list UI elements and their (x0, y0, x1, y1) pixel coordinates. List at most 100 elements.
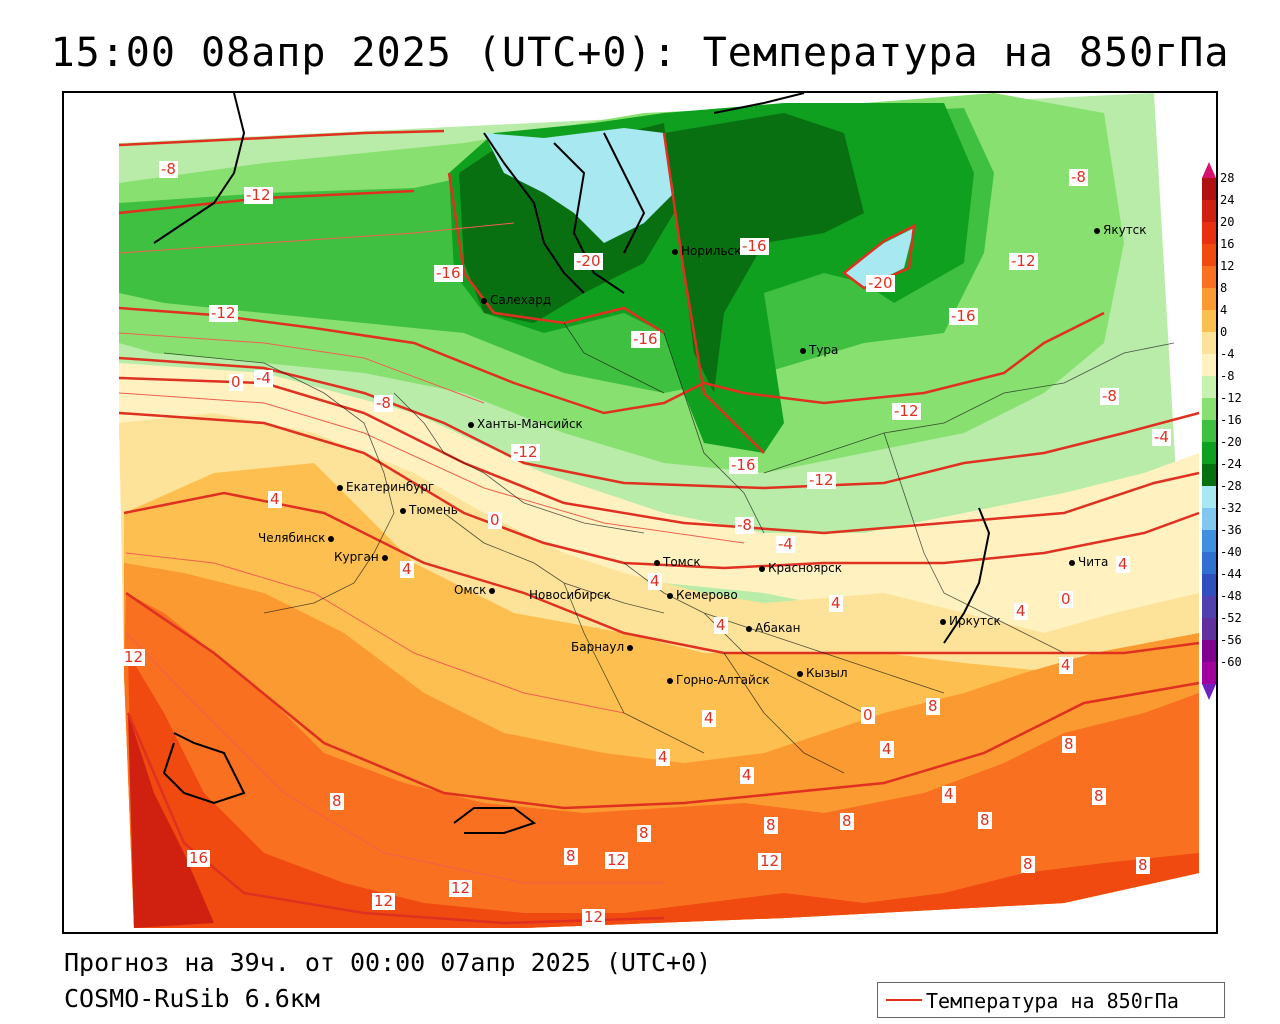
colorbar-swatch (1202, 574, 1216, 596)
colorbar-tick-label: -40 (1220, 545, 1242, 559)
contour-label: 4 (1116, 555, 1130, 573)
color-scale: 28 24 20 16 12 8 4 0 -4 -8 -12 -16 -20 -24 -28 -32 -36 -4… (1200, 160, 1280, 700)
contour-label: -8 (374, 394, 393, 412)
contour-label: 4 (702, 709, 716, 727)
contour-label: 8 (637, 824, 651, 842)
city-kurgan: Курган (334, 550, 391, 564)
city-salekhard: Салехард (481, 293, 551, 307)
contour-label: 8 (926, 697, 940, 715)
map-title: 15:00 08апр 2025 (UTC+0): Температура на… (50, 30, 1230, 76)
colorbar-swatch (1202, 640, 1216, 662)
contour-label: -16 (729, 456, 758, 474)
contour-label: -4 (1152, 428, 1171, 446)
contour-label: 4 (1059, 656, 1073, 674)
contour-label: 16 (187, 849, 211, 867)
forecast-info: Прогноз на 39ч. от 00:00 07апр 2025 (UTC… (64, 948, 712, 977)
colorbar-tick-label: -36 (1220, 523, 1242, 537)
colorbar-swatch (1202, 222, 1216, 244)
colorbar-swatch (1202, 618, 1216, 640)
legend-line-swatch (886, 999, 922, 1001)
city-omsk: Омск (454, 583, 498, 597)
colorbar-swatch (1202, 508, 1216, 530)
city-ekaterinburg: Екатеринбург (337, 480, 434, 494)
contour-label: 0 (229, 373, 243, 391)
city-abakan: Абакан (746, 621, 800, 635)
colorbar-swatch (1202, 530, 1216, 552)
colorbar-tick-label: -12 (1220, 391, 1242, 405)
contour-label: -12 (209, 304, 238, 322)
model-info: COSMO-RuSib 6.6км (64, 984, 320, 1013)
contour-label: 4 (268, 490, 282, 508)
colorbar-top-arrow (1202, 162, 1216, 178)
colorbar-tick-label: -16 (1220, 413, 1242, 427)
contour-label: 12 (449, 879, 473, 897)
city-yakutsk: Якутск (1094, 223, 1147, 237)
city-kemerovo: Кемерово (667, 588, 738, 602)
colorbar-swatch (1202, 662, 1216, 684)
contour-label: 4 (880, 740, 894, 758)
colorbar-tick-label: -32 (1220, 501, 1242, 515)
contour-label: 4 (740, 766, 754, 784)
colorbar-tick-label: 28 (1220, 171, 1234, 185)
colorbar-tick-label: -28 (1220, 479, 1242, 493)
colorbar-tick-label: -20 (1220, 435, 1242, 449)
contour-label: 4 (829, 594, 843, 612)
contour-label: 0 (488, 511, 502, 529)
contour-label: 8 (564, 847, 578, 865)
legend-label: Температура на 850гПа (926, 989, 1179, 1013)
colorbar-swatch (1202, 398, 1216, 420)
contour-label: -16 (740, 237, 769, 255)
colorbar-tick-label: -60 (1220, 655, 1242, 669)
contour-label: 4 (714, 616, 728, 634)
colorbar-tick-label: -8 (1220, 369, 1234, 383)
city-kyzyl: Кызыл (797, 666, 848, 680)
city-tyumen: Тюмень (400, 503, 458, 517)
city-krasnoyarsk: Красноярск (759, 561, 842, 575)
contour-label: 8 (1092, 787, 1106, 805)
colorbar-swatch (1202, 354, 1216, 376)
city-chelyabinsk: Челябинск (258, 531, 337, 545)
temperature-map[interactable]: Якутск Норильск Салехард Тура Ханты-Манс… (62, 91, 1218, 934)
map-field (118, 93, 1200, 928)
contour-label: 12 (582, 908, 606, 926)
city-gorno-altaysk: Горно-Алтайск (667, 673, 770, 687)
contour-label: 4 (656, 748, 670, 766)
city-khanty-mansiysk: Ханты-Мансийск (468, 417, 583, 431)
contour-label: -8 (1100, 387, 1119, 405)
city-tomsk: Томск (654, 555, 701, 569)
colorbar-swatch (1202, 486, 1216, 508)
contour-label: 12 (605, 851, 629, 869)
contour-label: 8 (1062, 735, 1076, 753)
colorbar-swatch (1202, 332, 1216, 354)
contour-label: -4 (776, 535, 795, 553)
colorbar-swatch (1202, 376, 1216, 398)
contour-label: -4 (254, 369, 273, 387)
contour-label: 0 (861, 706, 875, 724)
contour-label: -16 (949, 307, 978, 325)
contour-label: 12 (122, 648, 146, 666)
colorbar-tick-label: -48 (1220, 589, 1242, 603)
colorbar-bottom-arrow (1202, 684, 1216, 700)
contour-label: 4 (400, 560, 414, 578)
colorbar-tick-label: 4 (1220, 303, 1227, 317)
contour-label: 4 (1014, 602, 1028, 620)
colorbar-swatch (1202, 596, 1216, 618)
colorbar-tick-label: 24 (1220, 193, 1234, 207)
contour-label: -8 (735, 516, 754, 534)
contour-label: -12 (511, 443, 540, 461)
contour-label: -16 (631, 330, 660, 348)
contour-label: 8 (1136, 856, 1150, 874)
colorbar-swatch (1202, 200, 1216, 222)
contour-label: 12 (758, 852, 782, 870)
colorbar-tick-label: 16 (1220, 237, 1234, 251)
contour-label: -12 (244, 186, 273, 204)
contour-label: 12 (372, 892, 396, 910)
city-norilsk: Норильск (672, 244, 741, 258)
colorbar-swatch (1202, 464, 1216, 486)
contour-label: -12 (892, 402, 921, 420)
contour-label: -12 (1009, 252, 1038, 270)
city-chita: Чита (1069, 555, 1108, 569)
contour-label: 8 (330, 792, 344, 810)
colorbar-swatch (1202, 552, 1216, 574)
city-tura: Тура (800, 343, 838, 357)
